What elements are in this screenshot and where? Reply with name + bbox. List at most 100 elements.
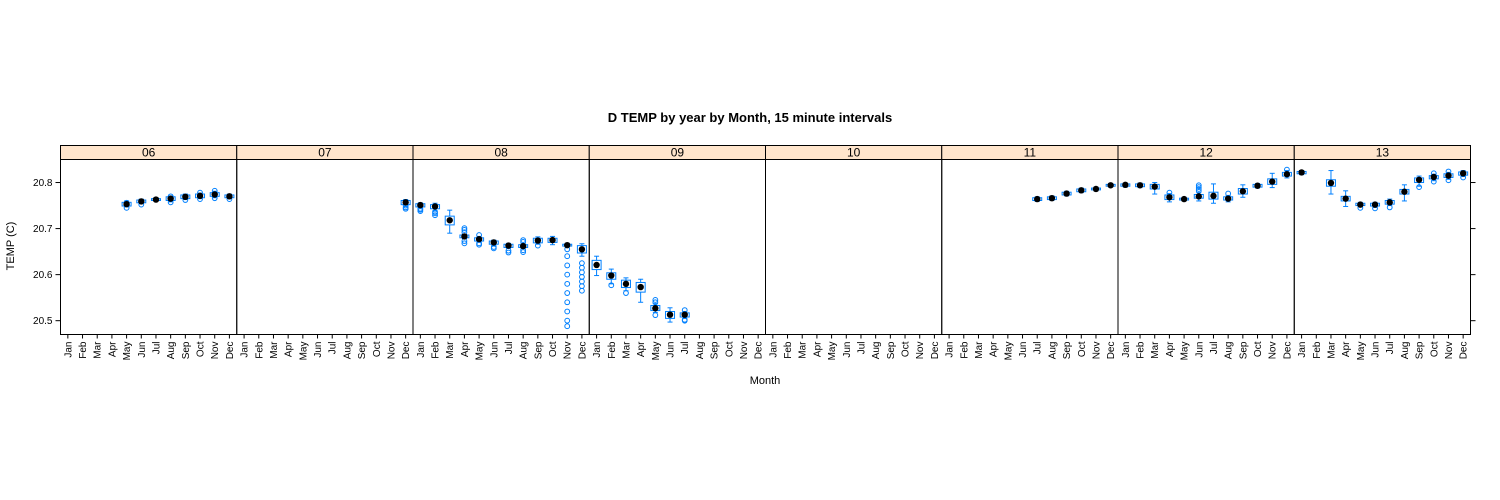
median-dot: [167, 195, 174, 202]
box-11-Nov: [1090, 185, 1101, 193]
box-09-Mar: [620, 277, 631, 296]
box-06-Nov: [209, 187, 220, 202]
x-tick-label-07-Feb: Feb: [254, 341, 265, 359]
median-dot: [622, 280, 630, 288]
box-08-Mar: [444, 209, 455, 234]
median-dot: [564, 241, 571, 249]
outlier-point: [1195, 184, 1202, 191]
x-tick-label-09-May: May: [651, 342, 662, 361]
median-dot: [1180, 195, 1188, 203]
outlier-point: [608, 282, 615, 289]
x-tick-label-10-Aug: Aug: [871, 342, 882, 360]
median-dot: [211, 191, 218, 198]
outlier-point: [564, 323, 571, 330]
box-09-Feb: [606, 268, 617, 289]
median-dot: [1107, 182, 1114, 189]
strip-label-08: 08: [494, 146, 508, 160]
median-dot: [549, 236, 556, 244]
x-tick-label-06-Jul: Jul: [151, 342, 162, 355]
panel-frame-08: [412, 159, 590, 335]
x-tick-label-06-May: May: [122, 342, 133, 361]
box-09-Apr: [635, 278, 646, 303]
x-tick-label-10-Dec: Dec: [930, 342, 941, 360]
panel-frame-09: [588, 159, 766, 335]
strip-label-12: 12: [1199, 146, 1213, 160]
median-dot: [1166, 194, 1173, 201]
box-12-Oct: [1252, 182, 1263, 189]
x-tick-label-11-Dec: Dec: [1106, 342, 1117, 360]
box-body: [665, 310, 676, 319]
median-dot: [461, 233, 468, 240]
median-dot: [519, 242, 527, 250]
median-dot: [1415, 176, 1423, 183]
x-tick-label-09-Sep: Sep: [710, 341, 721, 359]
x-tick-label-08-Jun: Jun: [489, 342, 500, 358]
x-tick-label-11-Apr: Apr: [989, 341, 1000, 357]
x-tick-label-06-Feb: Feb: [78, 341, 89, 359]
box-13-May: [1355, 201, 1366, 211]
median-dot: [431, 203, 439, 210]
outlier-point: [520, 249, 527, 255]
x-tick-label-06-Nov: Nov: [210, 342, 221, 360]
box-08-Nov: [562, 241, 573, 330]
box-13-Oct: [1428, 170, 1439, 185]
median-dot: [1401, 188, 1408, 195]
box-08-Jul: [503, 242, 514, 256]
x-tick-label-08-Mar: Mar: [445, 341, 456, 359]
x-tick-label-12-Jul: Jul: [1209, 342, 1220, 355]
x-tick-label-13-Mar: Mar: [1326, 341, 1337, 359]
median-dot: [1371, 201, 1379, 208]
x-tick-label-07-Aug: Aug: [342, 342, 353, 360]
outlier-point: [461, 227, 468, 233]
x-tick-label-07-Mar: Mar: [269, 341, 280, 359]
x-tick-label-13-Jul: Jul: [1385, 342, 1396, 355]
outlier-point: [1416, 184, 1422, 191]
box-12-Dec: [1281, 166, 1292, 179]
box-06-Jun: [136, 198, 147, 208]
box-09-Jul: [679, 307, 690, 324]
outlier-point: [564, 280, 571, 287]
x-tick-label-10-Feb: Feb: [783, 341, 794, 359]
x-tick-label-06-Oct: Oct: [196, 341, 207, 357]
median-dot: [637, 283, 644, 291]
x-tick-label-07-Jul: Jul: [328, 342, 339, 355]
x-tick-label-09-Jun: Jun: [666, 342, 677, 358]
panel-06: 06 Jan Feb Mar Apr May Jun Jul Aug Sep Oct Nov Dec: [60, 145, 238, 361]
x-tick-label-07-Jan: Jan: [240, 342, 251, 358]
x-tick-label-10-Jun: Jun: [842, 342, 853, 358]
outlier-point: [564, 317, 571, 324]
x-tick-label-12-Apr: Apr: [1165, 341, 1176, 357]
outlier-point: [579, 274, 585, 280]
box-13-Mar: [1325, 170, 1336, 195]
x-tick-label-13-Sep: Sep: [1415, 341, 1426, 359]
median-dot: [1254, 182, 1261, 189]
x-tick-label-09-Apr: Apr: [636, 341, 647, 357]
median-dot: [1122, 181, 1129, 189]
strip-label-13: 13: [1376, 146, 1390, 160]
x-tick-label-11-Sep: Sep: [1062, 341, 1073, 359]
box-07-Dec: [400, 199, 411, 212]
outlier-point: [579, 278, 585, 285]
box-11-Sep: [1061, 190, 1072, 197]
box-06-Jul: [150, 196, 161, 203]
box-11-Jul: [1032, 195, 1043, 203]
box-12-Apr: [1164, 189, 1175, 203]
y-axis: 20.5 20.6 20.7 20.8: [33, 178, 1476, 327]
outlier-point: [432, 212, 438, 219]
x-tick-label-06-Dec: Dec: [225, 342, 236, 360]
x-tick-label-06-Jan: Jan: [63, 342, 74, 358]
median-dot: [681, 311, 688, 318]
box-12-Sep: [1237, 184, 1248, 198]
median-dot: [1063, 190, 1070, 197]
x-tick-label-08-Feb: Feb: [431, 341, 442, 359]
box-08-Sep: [532, 236, 543, 249]
median-dot: [578, 246, 586, 253]
box-13-Sep: [1414, 175, 1425, 191]
x-tick-label-13-Aug: Aug: [1400, 342, 1411, 360]
median-dot: [475, 235, 483, 243]
strip-label-07: 07: [318, 146, 332, 160]
x-tick-label-07-Nov: Nov: [386, 342, 397, 360]
outlier-point: [461, 225, 468, 232]
x-tick-label-06-Mar: Mar: [93, 341, 104, 359]
